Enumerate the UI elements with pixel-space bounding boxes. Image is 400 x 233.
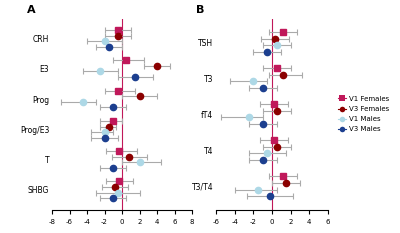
Legend: V1 Females, V3 Females, V1 Males, V3 Males: V1 Females, V3 Females, V1 Males, V3 Mal… bbox=[337, 95, 390, 133]
Text: B: B bbox=[196, 5, 204, 15]
Text: A: A bbox=[27, 5, 36, 15]
